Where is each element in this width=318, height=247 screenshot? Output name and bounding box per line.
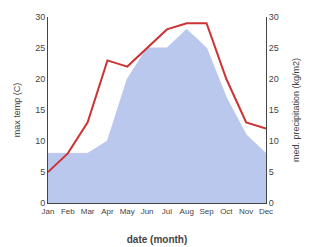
svg-text:30: 30: [35, 12, 45, 22]
svg-text:Sep: Sep: [199, 207, 214, 216]
svg-text:Oct: Oct: [220, 207, 233, 216]
svg-text:Jul: Jul: [162, 207, 172, 216]
svg-text:Dec: Dec: [259, 207, 273, 216]
svg-text:15: 15: [35, 105, 45, 115]
svg-text:0: 0: [269, 198, 274, 208]
svg-text:Nov: Nov: [239, 207, 253, 216]
svg-text:20: 20: [35, 74, 45, 84]
svg-text:date (month): date (month): [127, 234, 188, 245]
svg-text:med. precipitation (kg/m2): med. precipitation (kg/m2): [291, 58, 301, 162]
svg-text:5: 5: [40, 167, 45, 177]
svg-text:Feb: Feb: [61, 207, 75, 216]
svg-text:15: 15: [269, 105, 279, 115]
svg-text:Jun: Jun: [141, 207, 154, 216]
svg-text:10: 10: [35, 136, 45, 146]
svg-text:May: May: [120, 207, 135, 216]
svg-text:25: 25: [35, 43, 45, 53]
svg-text:0: 0: [40, 198, 45, 208]
svg-text:20: 20: [269, 74, 279, 84]
svg-text:max temp (C): max temp (C): [12, 83, 22, 138]
svg-text:Aug: Aug: [180, 207, 194, 216]
svg-text:10: 10: [269, 136, 279, 146]
svg-text:25: 25: [269, 43, 279, 53]
svg-text:5: 5: [269, 167, 274, 177]
svg-text:Mar: Mar: [81, 207, 95, 216]
svg-text:30: 30: [269, 12, 279, 22]
svg-text:Apr: Apr: [101, 207, 114, 216]
svg-text:Jan: Jan: [42, 207, 55, 216]
